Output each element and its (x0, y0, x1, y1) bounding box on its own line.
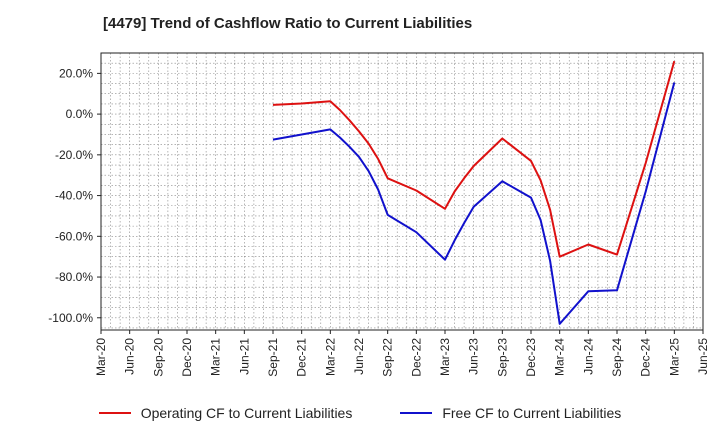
x-tick-label: Sep-23 (495, 338, 509, 377)
x-tick-label: Sep-20 (151, 338, 165, 377)
y-tick-label: -40.0% (55, 189, 93, 203)
x-tick-label: Jun-24 (581, 338, 595, 375)
legend-item-operating: Operating CF to Current Liabilities (98, 405, 353, 421)
x-tick-label: Mar-22 (323, 338, 337, 376)
x-tick-label: Jun-21 (237, 338, 251, 375)
x-tick-label: Sep-21 (266, 338, 280, 377)
legend-item-free: Free CF to Current Liabilities (400, 405, 621, 421)
legend-label-operating: Operating CF to Current Liabilities (140, 405, 353, 421)
x-tick-label: Mar-25 (667, 338, 681, 376)
series-line-operating-cf (272, 60, 676, 258)
x-tick-label: Sep-22 (381, 338, 395, 377)
x-tick-label: Dec-24 (639, 338, 653, 377)
x-tick-label: Dec-21 (295, 338, 309, 377)
x-tick-label: Mar-21 (209, 338, 223, 376)
x-tick-label: Mar-24 (553, 338, 567, 376)
plot-frame (100, 52, 704, 331)
y-tick-label: -80.0% (55, 270, 93, 284)
legend: Operating CF to Current Liabilities Free… (0, 405, 720, 421)
y-tick-label: -20.0% (55, 148, 93, 162)
y-tick-label: 0.0% (66, 107, 94, 121)
x-tick-label: Jun-20 (123, 338, 137, 375)
x-tick-label: Dec-22 (409, 338, 423, 377)
x-tick-label: Sep-24 (610, 338, 624, 377)
legend-swatch-operating (98, 412, 131, 414)
x-tick-label: Jun-25 (696, 338, 710, 375)
y-tick-label: -100.0% (48, 311, 93, 325)
y-tick-label: 20.0% (59, 66, 93, 80)
legend-label-free: Free CF to Current Liabilities (442, 405, 622, 421)
y-tick-label: -60.0% (55, 229, 93, 243)
x-tick-label: Mar-20 (94, 338, 108, 376)
chart-title: [4479] Trend of Cashflow Ratio to Curren… (103, 15, 473, 32)
series-line-free-cf (272, 82, 676, 325)
plot-area (101, 53, 703, 330)
x-tick-label: Jun-22 (352, 338, 366, 375)
x-tick-label: Jun-23 (467, 338, 481, 375)
x-tick-label: Dec-23 (524, 338, 538, 377)
x-tick-label: Mar-23 (438, 338, 452, 376)
x-tick-label: Dec-20 (180, 338, 194, 377)
legend-swatch-free (400, 412, 433, 414)
